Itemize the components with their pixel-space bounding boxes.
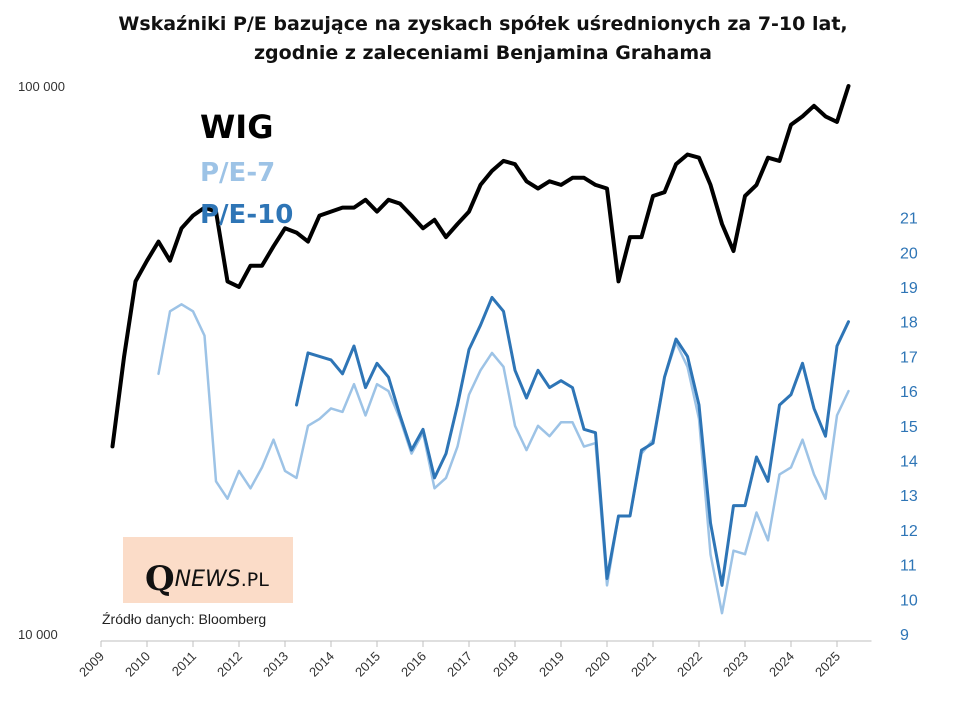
x-tick-label: 2009 <box>76 649 107 680</box>
logo-pl: .PL <box>240 569 269 591</box>
x-tick-label: 2011 <box>169 649 199 679</box>
x-tick-label: 2014 <box>306 649 337 680</box>
right-tick-label: 18 <box>900 315 918 332</box>
right-tick-label: 13 <box>900 488 918 505</box>
chart-title-line-2: zgodnie z zaleceniami Benjamina Grahama <box>254 42 712 64</box>
logo-q: Q <box>145 559 175 599</box>
chart-title-line-1: Wskaźniki P/E bazujące na zyskach spółek… <box>118 13 848 35</box>
x-tick-label: 2013 <box>260 649 291 680</box>
right-tick-label: 9 <box>900 627 909 644</box>
source-note: Źródło danych: Bloomberg <box>102 611 267 627</box>
x-tick-label: 2023 <box>720 649 751 680</box>
x-tick-label: 2018 <box>490 649 521 680</box>
logo-news: NEWS <box>174 567 241 592</box>
left-tick-label: 100 000 <box>18 79 65 94</box>
x-tick-label: 2022 <box>674 649 705 680</box>
chart-title: Wskaźniki P/E bazujące na zyskach spółek… <box>0 10 966 68</box>
x-tick-label: 2021 <box>628 649 659 680</box>
x-tick-label: 2019 <box>536 649 567 680</box>
right-tick-label: 17 <box>900 349 918 366</box>
qnews-logo: QNEWS.PL <box>123 537 293 603</box>
right-tick-label: 19 <box>900 280 918 297</box>
series-pe7-line <box>157 303 850 615</box>
x-tick-label: 2010 <box>122 649 153 680</box>
right-tick-label: 20 <box>900 245 918 262</box>
right-tick-label: 12 <box>900 523 918 540</box>
x-tick-label: 2025 <box>812 649 843 680</box>
right-tick-label: 16 <box>900 384 918 401</box>
x-tick-label: 2024 <box>766 649 797 680</box>
x-tick-label: 2015 <box>352 649 383 680</box>
legend-pe10: P/E-10 <box>200 200 294 230</box>
right-tick-label: 10 <box>900 592 918 609</box>
x-tick-label: 2016 <box>398 649 429 680</box>
x-tick-label: 2017 <box>444 649 475 680</box>
x-tick-label: 2020 <box>582 649 613 680</box>
right-tick-label: 15 <box>900 419 918 436</box>
legend-wig: WIG <box>200 108 274 146</box>
series-pe10-line <box>295 295 850 587</box>
logo-text: QNEWS.PL <box>145 555 269 599</box>
x-tick-label: 2012 <box>214 649 245 680</box>
series-wig-line <box>110 84 851 449</box>
left-tick-label: 10 000 <box>18 627 58 642</box>
right-tick-label: 11 <box>900 558 917 575</box>
legend-pe7: P/E-7 <box>200 158 276 188</box>
right-tick-label: 21 <box>900 211 918 228</box>
right-tick-label: 14 <box>900 454 918 471</box>
